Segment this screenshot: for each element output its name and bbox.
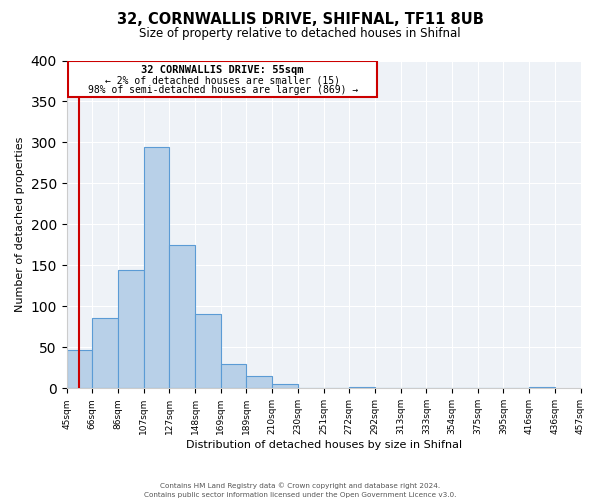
- Y-axis label: Number of detached properties: Number of detached properties: [15, 136, 25, 312]
- FancyBboxPatch shape: [68, 60, 377, 98]
- Text: Contains public sector information licensed under the Open Government Licence v3: Contains public sector information licen…: [144, 492, 456, 498]
- Bar: [118, 270, 144, 388]
- Text: 98% of semi-detached houses are larger (869) →: 98% of semi-detached houses are larger (…: [88, 85, 358, 95]
- X-axis label: Distribution of detached houses by size in Shifnal: Distribution of detached houses by size …: [185, 440, 461, 450]
- Bar: [221, 364, 247, 388]
- Bar: [67, 350, 92, 389]
- Text: ← 2% of detached houses are smaller (15): ← 2% of detached houses are smaller (15): [105, 76, 340, 86]
- Text: Contains HM Land Registry data © Crown copyright and database right 2024.: Contains HM Land Registry data © Crown c…: [160, 482, 440, 489]
- Text: Size of property relative to detached houses in Shifnal: Size of property relative to detached ho…: [139, 28, 461, 40]
- Bar: [144, 146, 169, 388]
- Bar: [92, 318, 118, 388]
- Bar: [195, 314, 221, 388]
- Text: 32, CORNWALLIS DRIVE, SHIFNAL, TF11 8UB: 32, CORNWALLIS DRIVE, SHIFNAL, TF11 8UB: [116, 12, 484, 28]
- Text: 32 CORNWALLIS DRIVE: 55sqm: 32 CORNWALLIS DRIVE: 55sqm: [142, 64, 304, 74]
- Bar: [349, 386, 375, 388]
- Bar: [272, 384, 298, 388]
- Bar: [169, 245, 195, 388]
- Bar: [529, 386, 555, 388]
- Bar: [247, 376, 272, 388]
